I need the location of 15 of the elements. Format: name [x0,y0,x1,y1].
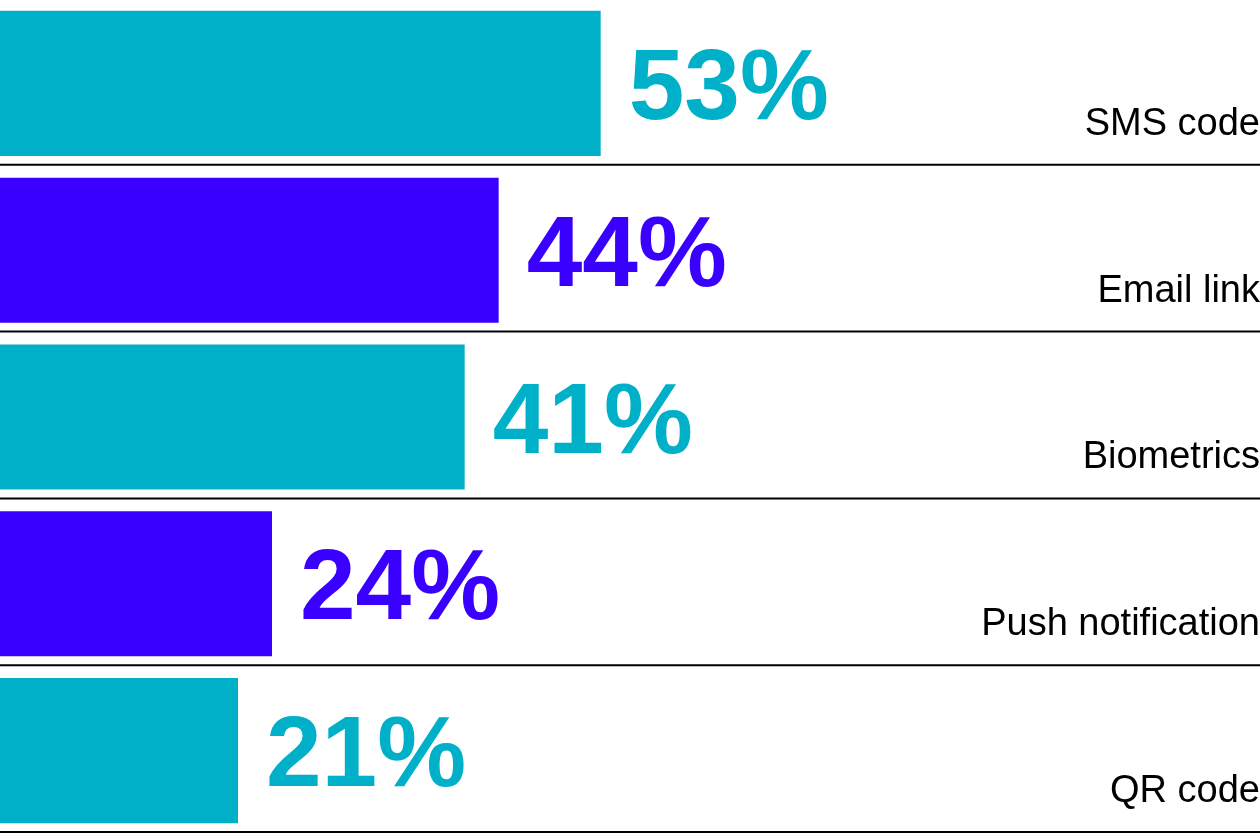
data-label: 44% [526,194,727,307]
bar [0,344,465,490]
bar [0,678,238,824]
data-label: 41% [492,361,693,474]
bar [0,511,272,657]
bar [0,177,499,323]
y-tick-label: QR code [1110,768,1260,810]
data-label: 53% [628,27,829,140]
y-tick-label: Email link [1097,267,1260,310]
data-label: 21% [266,695,467,808]
y-tick-label: Push notification [981,601,1260,644]
bar [0,10,601,156]
data-label: 24% [300,528,501,641]
y-tick-label: SMS code [1084,100,1260,143]
y-tick-label: Biometrics [1082,434,1260,477]
